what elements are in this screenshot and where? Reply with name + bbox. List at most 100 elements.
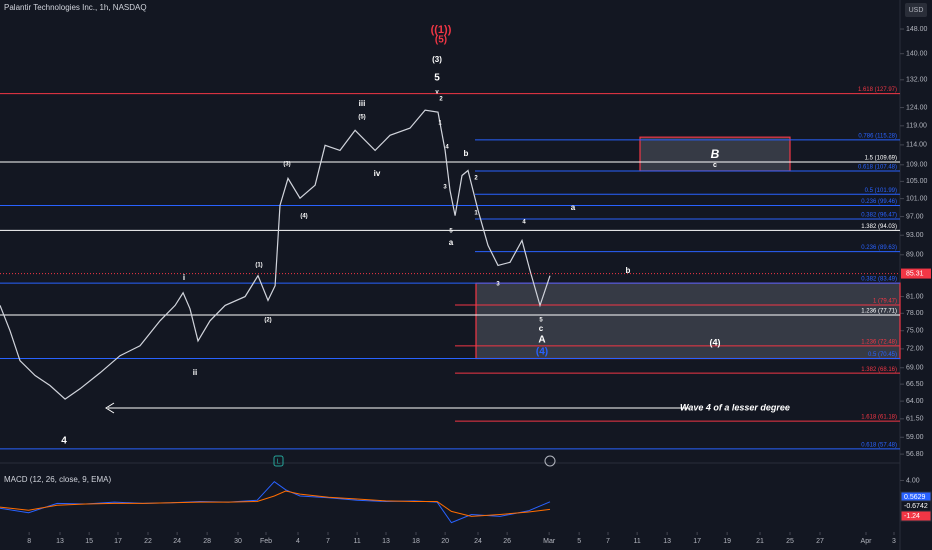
macd-tick-label: 4.00 [906, 477, 920, 484]
price-line [0, 109, 551, 400]
fib-label: 0.236 (99.46) [861, 199, 897, 205]
chart-title: Palantir Technologies Inc., 1h, NASDAQ [4, 3, 147, 12]
wave-label: b [626, 266, 631, 275]
macd-line [0, 481, 551, 524]
wave-label: (3) [283, 162, 290, 168]
fib-label: 0.618 (107.48) [858, 165, 897, 171]
x-tick-label: 21 [756, 538, 764, 545]
wave-label: (4) [536, 347, 548, 358]
macd-badge-label: -0.6742 [904, 503, 928, 510]
fib-label: 1.382 (94.03) [861, 224, 897, 230]
wave-label: 4 [522, 220, 526, 226]
x-tick-label: 19 [723, 538, 731, 545]
x-tick-label: 11 [634, 538, 641, 545]
fib-label: 0.618 (57.48) [861, 442, 897, 448]
wave-label: (5) [435, 35, 447, 46]
x-tick-label: 22 [144, 538, 152, 545]
x-tick-label: 25 [786, 538, 794, 545]
y-tick-label: 140.00 [906, 51, 928, 58]
x-tick-label: 18 [412, 538, 420, 545]
y-tick-label: 64.00 [906, 398, 924, 405]
fib-label: 1.5 (109.69) [865, 156, 897, 162]
last-price-badge [901, 268, 931, 279]
x-tick-label: 30 [234, 538, 242, 545]
wave-label: 5 [434, 73, 440, 84]
fib-label: 1.236 (77.71) [861, 309, 897, 315]
wave-label: B [711, 147, 720, 161]
y-tick-label: 81.00 [906, 293, 924, 300]
wave-label: iv [374, 169, 381, 178]
currency: USD [909, 7, 924, 14]
wave-label: iii [359, 99, 366, 108]
wave-label: (2) [264, 318, 271, 324]
x-tick-label: 8 [27, 538, 31, 545]
wave-label: (4) [710, 337, 721, 347]
y-tick-label: 114.00 [906, 142, 927, 149]
macd-badge-label: 0.5629 [904, 494, 926, 501]
x-tick-label: 24 [474, 538, 482, 545]
earnings-letter: L [277, 458, 281, 465]
y-tick-label: 124.00 [906, 104, 928, 111]
zone-box [639, 136, 791, 172]
x-tick-label: 20 [441, 538, 449, 545]
wave-label: c [713, 162, 717, 169]
fib-label: 1.382 (68.16) [861, 367, 897, 373]
x-tick-label: 24 [173, 538, 181, 545]
fib-label: 0.5 (70.45) [868, 352, 897, 358]
wave-label: b [464, 149, 469, 158]
y-tick-label: 78.00 [906, 310, 924, 317]
x-tick-label: 17 [114, 538, 122, 545]
y-tick-label: 109.00 [906, 162, 928, 169]
x-tick-label: 17 [693, 538, 701, 545]
y-tick-label: 101.00 [906, 195, 928, 202]
wave-label: a [571, 203, 576, 212]
wave-label: (4) [300, 214, 307, 220]
fib-label: 0.786 (115.28) [858, 134, 897, 140]
x-tick-label: 3 [892, 538, 896, 545]
wave-label: (1) [255, 263, 262, 269]
wave-label: A [538, 335, 545, 346]
x-tick-label: Apr [861, 538, 873, 545]
fib-label: 0.382 (83.49) [861, 277, 897, 283]
y-tick-label: 72.00 [906, 346, 924, 353]
macd-badge [900, 510, 932, 522]
y-tick-label: 61.50 [906, 416, 924, 423]
wave-label: v [435, 90, 439, 96]
arrow-head [105, 402, 115, 414]
x-tick-label: Feb [260, 538, 272, 545]
x-tick-label: 13 [56, 538, 64, 545]
x-tick-label: 4 [296, 538, 300, 545]
wave-label: i [183, 273, 185, 282]
x-tick-label: 7 [606, 538, 610, 545]
event-icon[interactable] [544, 455, 556, 467]
last-price-label: 85.31 [906, 270, 924, 277]
x-tick-label: 5 [577, 538, 581, 545]
y-tick-label: 119.00 [906, 123, 927, 130]
currency-box[interactable] [905, 3, 927, 17]
y-tick-label: 105.00 [906, 178, 928, 185]
x-tick-label: 7 [326, 538, 330, 545]
wave-label: ii [193, 368, 197, 377]
fib-label: 0.5 (101.99) [865, 188, 897, 194]
x-tick-label: 13 [663, 538, 671, 545]
wave-label: 2 [439, 97, 443, 103]
fib-label: 0.382 (96.47) [861, 213, 897, 219]
wave-label: 1 [438, 121, 442, 127]
x-tick-label: 15 [85, 538, 93, 545]
wave-label: 1 [474, 211, 478, 217]
wave-label: 3 [496, 282, 500, 288]
earnings-icon[interactable] [273, 455, 284, 467]
wave-label: 5 [539, 318, 543, 324]
y-tick-label: 56.80 [906, 451, 924, 458]
y-tick-label: 97.00 [906, 213, 924, 220]
wave-label: Wave 4 of a lesser degree [680, 402, 790, 412]
wave-label: a [449, 238, 454, 247]
wave-label: c [539, 324, 544, 333]
wave-label: (5) [358, 115, 365, 121]
macd-badge-label: -1.24 [904, 513, 920, 520]
y-tick-label: 66.50 [906, 381, 924, 388]
x-tick-label: 13 [382, 538, 390, 545]
x-tick-label: Mar [543, 538, 556, 545]
